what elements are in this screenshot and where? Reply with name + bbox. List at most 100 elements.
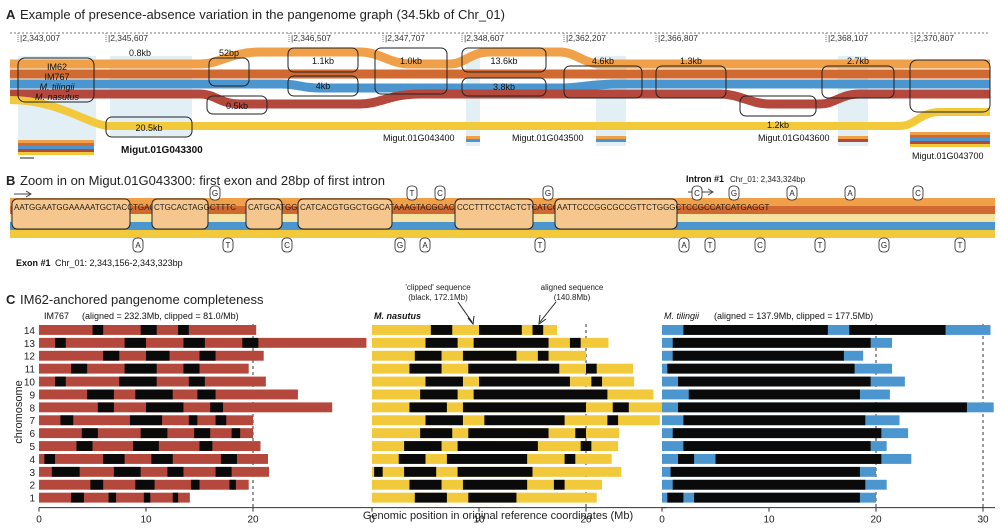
clipped-segment — [678, 402, 967, 413]
snp-bubble — [281, 237, 293, 253]
sequence-box — [11, 198, 131, 230]
chromosome-tick-label: 2 — [29, 481, 35, 492]
snp-bubble — [434, 185, 446, 201]
clipped-segment — [473, 389, 608, 400]
snp-base: A — [422, 241, 428, 250]
panel-b-letter: B — [6, 173, 15, 188]
node-box — [17, 57, 95, 103]
clipped-segment — [215, 415, 227, 426]
sequence-box — [454, 198, 534, 230]
clipped-segment — [672, 479, 866, 490]
y-axis-label: chromosome — [13, 380, 25, 444]
annotation-arrow — [539, 301, 557, 323]
clipped-segment — [612, 402, 629, 413]
coord-label: |2,366,807 — [658, 33, 698, 43]
x-tick-label: 10 — [763, 515, 775, 526]
haplotype-label: IM767 — [44, 72, 69, 82]
node-size-label: 20.5kb — [135, 123, 162, 133]
exon-coord: Chr_01: 2,343,156-2,343,323bp — [55, 258, 183, 268]
gene-label: Migut.01G043600 — [758, 133, 830, 143]
node-box — [208, 57, 250, 87]
clipped-segment — [586, 363, 597, 374]
snp-base: G — [397, 241, 403, 250]
coord-label: |2,346,507 — [291, 33, 331, 43]
snp-bubble — [132, 237, 144, 253]
clipped-segment — [119, 376, 157, 387]
snp-bubble — [534, 237, 546, 253]
node-box — [563, 65, 643, 99]
clipped-segment — [473, 337, 549, 348]
clipped-segment — [199, 441, 213, 451]
x-tick-label: 20 — [247, 515, 259, 526]
chart-title: M. tilingii — [664, 311, 700, 321]
clipped-segment — [51, 466, 80, 477]
arrow-icon — [707, 188, 714, 196]
clipped-segment — [425, 376, 463, 387]
snp-bubble — [954, 237, 966, 253]
annotation-aligned: aligned sequence — [541, 283, 604, 292]
haplotype-label: IM62 — [47, 62, 67, 72]
intron-coord: Chr_01: 2,343,324bp — [730, 175, 806, 184]
node-box — [655, 65, 727, 99]
snp-bubble — [691, 185, 703, 201]
annotation-aligned-detail: (140.8Mb) — [554, 293, 591, 302]
clipped-segment — [553, 479, 565, 490]
node-box — [206, 95, 268, 115]
clipped-segment — [220, 454, 237, 464]
node-box — [909, 59, 991, 113]
clipped-segment — [146, 350, 170, 361]
clipped-segment — [183, 363, 200, 374]
arrow-icon — [25, 190, 32, 198]
chromosome-tick-label: 10 — [24, 378, 36, 389]
snp-bubble — [394, 237, 406, 253]
clipped-segment — [135, 479, 155, 490]
chromosome-bar — [39, 466, 270, 477]
clipped-segment — [409, 363, 442, 374]
snp-bubble — [222, 237, 234, 253]
snp-bubble — [786, 185, 798, 201]
x-axis-label: Genomic position in original reference c… — [363, 510, 633, 522]
path-nasutus — [9, 96, 990, 130]
clipped-segment — [135, 389, 173, 400]
snp-base: C — [694, 189, 700, 198]
clipped-segment — [178, 325, 189, 335]
clipped-segment — [569, 337, 581, 348]
clipped-segment — [103, 350, 120, 361]
panel-a: A Example of presence-absence variation … — [6, 7, 991, 161]
coord-label: |2,343,007 — [20, 33, 60, 43]
node-box — [374, 47, 448, 95]
clipped-segment — [430, 325, 453, 335]
x-tick-label: 30 — [977, 515, 989, 526]
chart-title: M. nasutus — [374, 311, 421, 321]
snp-bubble — [678, 237, 690, 253]
chromosome-tick-label: 14 — [24, 326, 36, 337]
snp-base: A — [847, 189, 853, 198]
clipped-segment — [457, 441, 538, 451]
chromosome-tick-label: 5 — [29, 442, 35, 453]
clipped-segment — [188, 415, 198, 426]
clipped-segment — [479, 325, 522, 335]
clipped-segment — [420, 428, 453, 439]
intron-label: Intron #1 — [686, 174, 724, 184]
clipped-segment — [55, 376, 66, 387]
sequence-box — [151, 198, 209, 230]
sequence-text: AATGGAATGGAAAAATGCTACCTGACGTGATACT — [14, 203, 198, 212]
panel-a-title: Example of presence-absence variation in… — [20, 7, 505, 22]
chromosome-tick-label: 9 — [29, 390, 35, 401]
clipped-segment — [479, 376, 570, 387]
sequence-box — [245, 198, 283, 230]
node-size-label: 1.3kb — [680, 56, 702, 66]
coordinate-ticks: |2,343,007 |2,345,607 |2,346,507 |2,347,707… — [17, 33, 954, 43]
clipped-segment — [133, 441, 159, 451]
clipped-segment — [667, 363, 855, 374]
path-tilingii — [10, 79, 990, 93]
clipped-segment — [414, 492, 447, 503]
clipped-segment — [446, 454, 528, 464]
sequence-box — [554, 198, 678, 230]
clipped-segment — [672, 428, 882, 439]
clipped-segment — [849, 325, 946, 335]
chart-title: IM767 — [44, 311, 69, 321]
coord-label: |2,348,607 — [464, 33, 504, 43]
clipped-segment — [140, 428, 168, 439]
